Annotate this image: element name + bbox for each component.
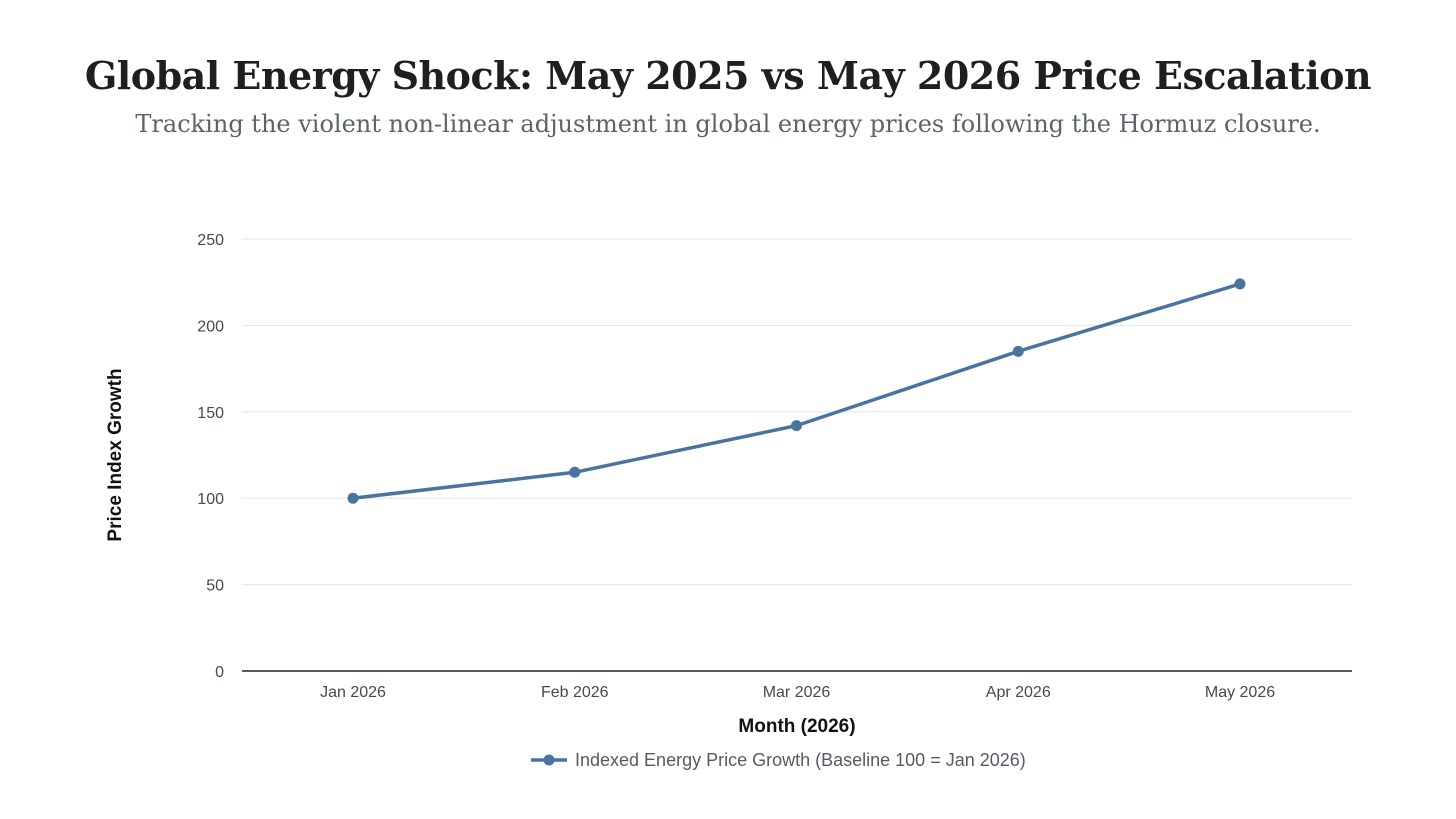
series — [347, 278, 1246, 504]
x-tick-label: May 2026 — [1205, 684, 1275, 701]
legend-label: Indexed Energy Price Growth (Baseline 10… — [575, 750, 1026, 770]
data-point — [569, 466, 581, 478]
y-tick-label: 250 — [197, 232, 224, 249]
series-line — [351, 282, 1242, 500]
y-tick-label: 150 — [197, 405, 224, 422]
y-tick-label: 200 — [197, 318, 224, 335]
data-point — [347, 492, 359, 504]
y-tick-label: 100 — [197, 491, 224, 508]
x-tick-label: Mar 2026 — [763, 684, 831, 701]
legend-marker — [543, 754, 555, 766]
data-point — [1234, 278, 1246, 290]
y-tick-labels: 0 50 100 150 200 250 — [197, 232, 224, 681]
y-tick-label: 50 — [206, 578, 224, 595]
y-axis-title: Price Index Growth — [105, 368, 126, 541]
chart-title: Global Energy Shock: May 2025 vs May 202… — [84, 53, 1372, 98]
x-axis-title: Month (2026) — [738, 716, 855, 737]
x-tick-label: Apr 2026 — [986, 684, 1051, 701]
x-tick-label: Jan 2026 — [320, 684, 386, 701]
x-tick-label: Feb 2026 — [541, 684, 609, 701]
data-point — [791, 420, 802, 432]
y-tick-label: 0 — [215, 664, 224, 681]
x-tick-labels: Jan 2026 Feb 2026 Mar 2026 Apr 2026 May 2026 — [320, 684, 1275, 701]
legend: Indexed Energy Price Growth (Baseline 10… — [531, 750, 1026, 770]
chart-subtitle: Tracking the violent non-linear adjustme… — [135, 110, 1321, 138]
data-point — [1012, 345, 1024, 357]
gridlines — [242, 238, 1352, 586]
